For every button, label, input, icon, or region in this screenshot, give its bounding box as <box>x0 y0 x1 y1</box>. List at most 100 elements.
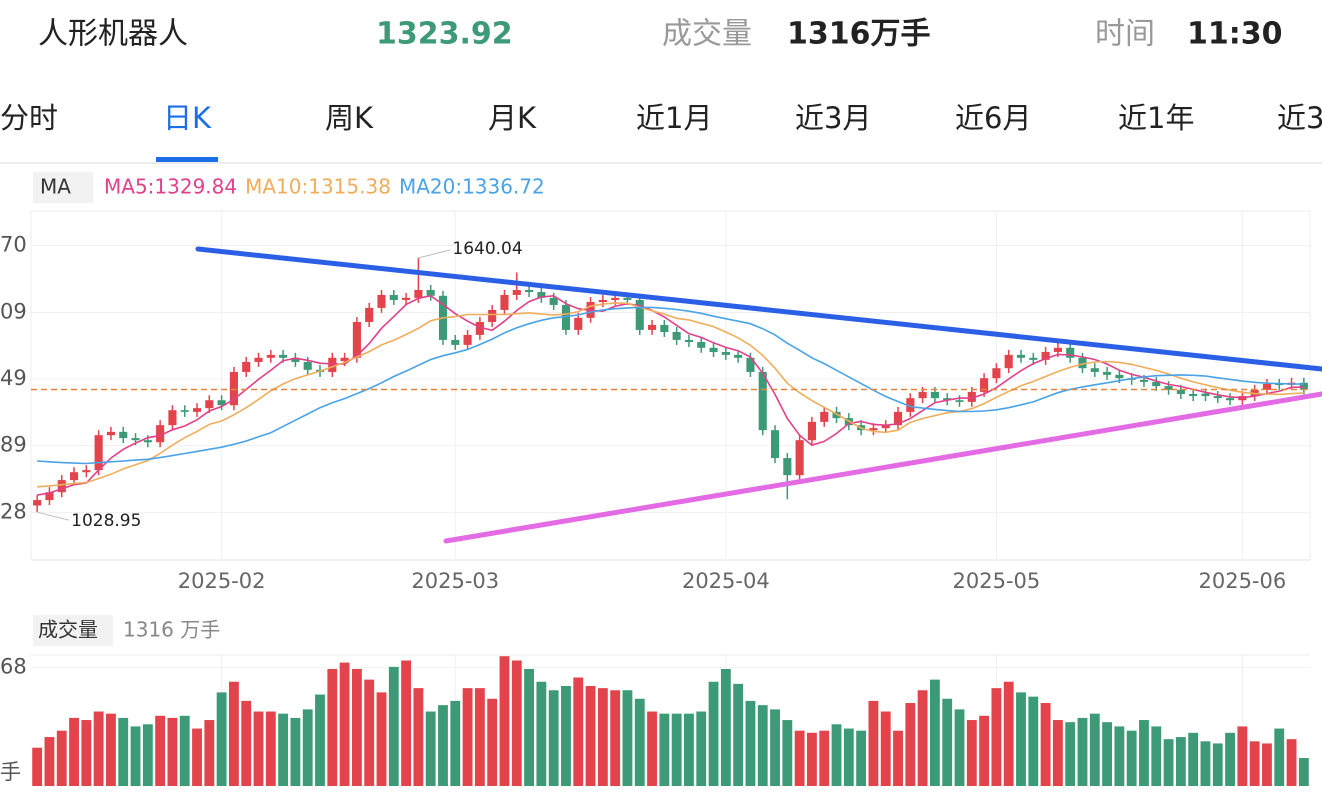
min-pointer <box>37 511 70 521</box>
volume-bar <box>819 730 830 786</box>
candle-body <box>279 354 288 358</box>
candle-body <box>734 354 743 358</box>
candle-body <box>1115 374 1124 379</box>
candle-body <box>660 324 669 332</box>
candle-body <box>893 411 903 426</box>
volume-bar <box>1298 758 1309 786</box>
y-tick-label: 28 <box>0 500 27 524</box>
candle-body <box>33 500 42 506</box>
candle-body <box>783 458 792 476</box>
candle-body <box>574 317 583 330</box>
candle-body <box>1189 393 1198 397</box>
volume-label: 成交量 <box>662 17 752 52</box>
candle-body <box>217 400 226 406</box>
candle-body <box>770 430 780 459</box>
volume-bar <box>831 724 842 786</box>
candle-body <box>156 425 165 443</box>
legend-entry: MA10:1315.38 <box>245 175 391 199</box>
volume-bar <box>610 690 621 786</box>
candle-body <box>242 361 251 372</box>
max-label: 1640.04 <box>452 239 522 259</box>
tab[interactable]: 近3 <box>1277 101 1322 135</box>
candle-body <box>525 289 534 293</box>
volume-bar <box>696 711 707 786</box>
volume-bar <box>425 711 436 786</box>
volume-bar <box>1163 739 1174 786</box>
volume-bar <box>290 717 301 786</box>
volume-bar <box>265 711 276 786</box>
tab[interactable]: 分时 <box>0 101 58 135</box>
volume-bar <box>167 717 178 786</box>
volume-bar <box>708 681 719 786</box>
volume-bar <box>966 720 977 786</box>
volume-bar <box>376 692 387 786</box>
candle-body <box>709 347 718 352</box>
volume-bar <box>241 700 252 786</box>
volume-bar <box>1151 726 1162 786</box>
candle-body <box>684 339 694 342</box>
volume-bar <box>1200 741 1211 786</box>
candle-body <box>414 289 423 298</box>
tab[interactable]: 近1月 <box>636 101 712 135</box>
volume-bar <box>1139 720 1149 786</box>
volume-bar <box>1016 692 1026 786</box>
candle-body <box>635 299 644 330</box>
volume-unit-label: 手 <box>0 760 21 784</box>
candle-body <box>377 294 386 308</box>
tab[interactable]: 月K <box>488 101 537 135</box>
candle-body <box>328 357 337 372</box>
candle-body <box>672 331 681 340</box>
tab[interactable]: 日K <box>163 101 212 135</box>
candle-layer <box>31 211 1310 786</box>
candle-body <box>611 297 620 300</box>
volume: 1316万手 <box>787 17 931 52</box>
volume-bar <box>659 713 670 786</box>
volume-bar <box>929 679 940 786</box>
tab[interactable]: 近3月 <box>795 101 871 135</box>
ma-line <box>36 294 1304 496</box>
candle-body <box>955 400 964 402</box>
volume-bar <box>1003 681 1014 786</box>
candle-body <box>291 357 300 362</box>
volume-bar <box>192 728 202 786</box>
candle-body <box>488 309 497 323</box>
candle-body <box>463 334 472 345</box>
tab[interactable]: 近6月 <box>955 101 1031 135</box>
tab[interactable]: 周K <box>325 101 374 135</box>
volume-bar <box>634 698 645 786</box>
min-label: 1028.95 <box>71 511 141 531</box>
volume-bar <box>1188 732 1199 786</box>
legend-title: MA <box>40 175 71 199</box>
volume-bar <box>1052 720 1063 786</box>
active-tab-underline <box>156 157 219 162</box>
candle-body <box>647 324 657 330</box>
volume-bar <box>1237 726 1248 786</box>
volume-tick-label: 68 <box>0 655 27 679</box>
volume-bar <box>1286 739 1297 786</box>
candle-body <box>119 431 128 439</box>
candle-body <box>980 378 989 392</box>
x-tick-label: 2025-02 <box>178 569 266 593</box>
max-pointer <box>418 249 451 259</box>
candle-body <box>45 492 54 501</box>
volume-bar <box>462 688 473 786</box>
tab[interactable]: 近1年 <box>1118 101 1194 135</box>
volume-bar <box>1225 732 1235 786</box>
volume-bar <box>142 724 153 786</box>
candle-body <box>168 410 177 426</box>
volume-bar <box>106 713 116 786</box>
volume-bar <box>1077 717 1088 786</box>
time: 11:30 <box>1187 17 1283 52</box>
volume-bar <box>979 715 990 786</box>
x-tick-label: 2025-06 <box>1198 569 1286 593</box>
time-label: 时间 <box>1095 17 1155 52</box>
volume-bar <box>1040 703 1051 786</box>
volume-bar <box>1114 726 1125 786</box>
volume-bar <box>561 686 571 786</box>
volume-bar <box>228 681 239 786</box>
candle-body <box>426 289 435 296</box>
candle-body <box>1029 357 1038 360</box>
volume-bar <box>327 668 338 786</box>
volume-bar <box>856 730 867 786</box>
candle-body <box>1053 347 1062 352</box>
